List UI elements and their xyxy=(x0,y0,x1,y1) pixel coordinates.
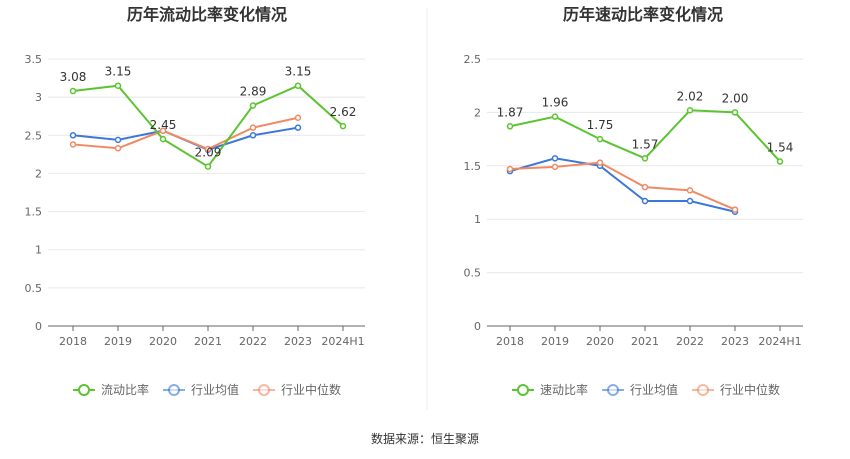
series-point-main xyxy=(69,87,77,95)
series-point-median xyxy=(69,141,77,148)
series-line-main xyxy=(509,109,781,163)
series-line-avg xyxy=(509,157,736,213)
data-label: 1.75 xyxy=(587,118,614,132)
data-label: 2.45 xyxy=(150,118,177,132)
series-point-main xyxy=(641,155,649,162)
y-tick-label: 2.5 xyxy=(25,129,43,142)
x-tick-label: 2022 xyxy=(676,335,704,348)
series-point-median xyxy=(159,127,167,134)
series-point-main xyxy=(294,82,302,89)
x-tick-label: 2018 xyxy=(59,335,87,348)
legend-label: 行业中位数 xyxy=(281,382,341,397)
legend-swatch-marker xyxy=(697,384,709,396)
y-tick-label: 2 xyxy=(474,106,481,119)
x-tick-label: 2021 xyxy=(631,335,659,348)
series-point-median xyxy=(641,183,649,191)
series-point-median xyxy=(686,187,694,194)
y-tick-label: 0 xyxy=(35,320,42,333)
series-point-median xyxy=(204,145,212,153)
legend-label: 速动比率 xyxy=(540,382,588,397)
series-point-main xyxy=(731,109,739,116)
data-label: 2.09 xyxy=(195,146,222,160)
series-line-median xyxy=(509,161,736,211)
series-point-main xyxy=(596,135,604,143)
data-label: 1.96 xyxy=(542,96,569,110)
y-tick-label: 1.5 xyxy=(25,206,43,219)
x-tick-label: 2021 xyxy=(194,335,222,348)
series-point-avg xyxy=(294,124,302,131)
x-tick-label: 2024H1 xyxy=(758,335,801,348)
series-point-main xyxy=(339,122,347,130)
x-tick-label: 2023 xyxy=(721,335,749,348)
y-tick-label: 3.5 xyxy=(25,53,43,66)
series-point-main xyxy=(776,158,784,165)
y-tick-label: 1 xyxy=(474,213,481,226)
x-tick-label: 2020 xyxy=(149,335,177,348)
data-source-note: 数据来源：恒生聚源 xyxy=(371,431,479,446)
current-ratio-chart: 历年流动比率变化情况 0 0.5 1 1.5 2 2.5 3 3.5 2018 2019 2020 20… xyxy=(25,5,365,397)
data-label: 2.89 xyxy=(240,85,267,99)
data-label: 3.08 xyxy=(60,70,87,84)
series-point-main xyxy=(114,82,122,89)
data-label: 3.15 xyxy=(285,65,312,79)
chart-title: 历年速动比率变化情况 xyxy=(563,5,723,24)
series-point-main xyxy=(249,102,257,109)
series-point-main xyxy=(551,113,559,120)
x-tick-label: 2018 xyxy=(496,335,524,348)
legend-label: 流动比率 xyxy=(101,382,149,397)
legend-swatch-marker xyxy=(258,384,270,396)
series-point-main xyxy=(506,123,514,130)
series-point-median xyxy=(294,114,302,121)
y-tick-label: 2.5 xyxy=(464,53,482,66)
legend-swatch-marker xyxy=(168,384,180,396)
data-label: 1.57 xyxy=(632,137,659,151)
y-tick-label: 0.5 xyxy=(464,267,482,280)
series-point-median xyxy=(114,145,122,152)
legend-label: 行业均值 xyxy=(191,382,239,397)
x-tick-label: 2019 xyxy=(104,335,132,348)
series-point-median xyxy=(731,206,739,213)
x-tick-label: 2019 xyxy=(541,335,569,348)
legend-label: 行业中位数 xyxy=(720,382,780,397)
series-point-avg xyxy=(551,155,559,162)
series-point-avg xyxy=(249,132,257,139)
series-point-median xyxy=(596,159,604,166)
y-tick-label: 1.5 xyxy=(464,160,482,173)
y-tick-label: 2 xyxy=(35,167,42,180)
series-point-avg xyxy=(641,197,649,205)
series-point-avg xyxy=(686,197,694,205)
series-point-main xyxy=(686,107,694,114)
series-point-main xyxy=(159,135,167,143)
y-tick-label: 0.5 xyxy=(25,282,43,295)
x-tick-label: 2022 xyxy=(239,335,267,348)
data-label: 2.62 xyxy=(330,105,357,119)
series-point-main xyxy=(204,163,212,170)
y-tick-label: 3 xyxy=(35,91,42,104)
legend-swatch-marker xyxy=(607,384,619,396)
series-point-median xyxy=(249,124,257,131)
data-label: 1.87 xyxy=(497,105,524,119)
legend-swatch-marker xyxy=(78,384,90,396)
x-tick-label: 2023 xyxy=(284,335,312,348)
legend-swatch-marker xyxy=(517,384,529,396)
quick-ratio-chart: 历年速动比率变化情况 0 0.5 1 1.5 2 2.5 2018 2019 2020 2021 20… xyxy=(464,5,803,397)
data-label: 2.00 xyxy=(722,91,749,105)
series-line-median xyxy=(72,116,299,151)
x-tick-label: 2020 xyxy=(586,335,614,348)
y-tick-label: 1 xyxy=(35,244,42,257)
x-tick-label: 2024H1 xyxy=(321,335,364,348)
series-point-median xyxy=(506,165,514,173)
series-point-avg xyxy=(114,136,122,144)
legend-label: 行业均值 xyxy=(630,382,678,397)
series-point-avg xyxy=(69,132,77,139)
data-label: 1.54 xyxy=(767,141,794,155)
data-label: 2.02 xyxy=(677,89,704,103)
y-tick-label: 0 xyxy=(474,320,481,333)
data-label: 3.15 xyxy=(105,65,132,79)
series-point-median xyxy=(551,163,559,171)
chart-title: 历年流动比率变化情况 xyxy=(127,5,287,24)
